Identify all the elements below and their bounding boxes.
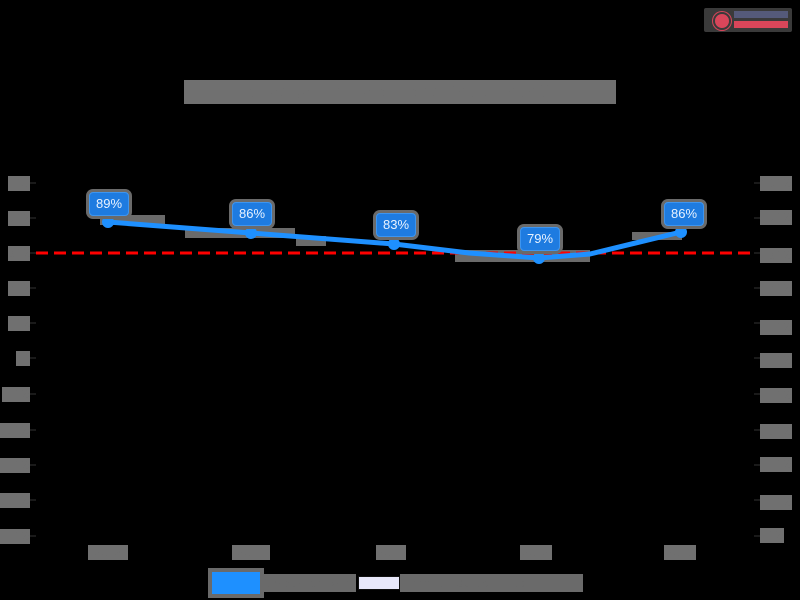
y-left-tick-label: 60% (8, 316, 30, 331)
legend-label-graduation-rate[interactable]: Graduation Rate (264, 574, 356, 592)
y-left-tick-label: 40% (2, 387, 30, 402)
y-left-tick-label: 70% (8, 281, 30, 296)
x-tick-label: 2021 (376, 545, 406, 560)
y-right-tick-label: 80% (760, 248, 792, 263)
data-label-2023: 86% (664, 202, 705, 226)
y-right-tick-label: 10% (760, 495, 792, 510)
logo-globe-icon (713, 12, 731, 30)
left-axis-ticks (30, 182, 36, 537)
y-right-tick-label: 50% (760, 353, 792, 368)
y-right-tick-label: 60% (760, 320, 792, 335)
y-right-tick-label: 70% (760, 281, 792, 296)
legend-label-target[interactable]: Target Graduation Rate (400, 574, 583, 592)
chart-title: Graduation Rate Trend (2019–2023) (184, 80, 616, 104)
data-point-2022[interactable] (533, 252, 545, 264)
y-left-tick-label: 20% (0, 458, 30, 473)
y-right-tick-label: 0% (760, 528, 784, 543)
y-left-tick-label: 80% (8, 246, 30, 261)
data-label-2021: 83% (376, 213, 417, 237)
data-label-2019: 89% (89, 192, 130, 216)
x-tick-label: 2019 (88, 545, 128, 560)
y-left-tick-label: 90% (8, 211, 30, 226)
chart-legend: Graduation Rate Target Graduation Rate (208, 568, 583, 598)
y-right-tick-label: 100% (760, 176, 792, 191)
y-left-tick-label: 0% (0, 529, 30, 544)
y-right-tick-label: 90% (760, 210, 792, 225)
data-label-2020: 86% (232, 202, 273, 226)
y-left-tick-label: 100% (8, 176, 30, 191)
data-point-2023[interactable] (675, 226, 687, 238)
x-tick-label: 2022 (520, 545, 552, 560)
brand-logo (704, 8, 792, 32)
x-tick-label: 2020 (232, 545, 270, 560)
y-right-tick-label: 40% (760, 388, 792, 403)
legend-swatch-graduation-rate[interactable] (208, 568, 264, 598)
y-right-tick-label: 30% (760, 424, 792, 439)
legend-swatch-target[interactable] (358, 576, 400, 590)
data-label-2022: 79% (520, 227, 561, 251)
logo-text-top (734, 11, 788, 18)
logo-text-bottom (734, 21, 788, 28)
y-left-tick-label: 10% (0, 493, 30, 508)
data-point-2021[interactable] (388, 238, 400, 250)
y-left-tick-label: 30% (0, 423, 30, 438)
data-point-markers (102, 216, 687, 264)
y-right-tick-label: 20% (760, 457, 792, 472)
data-point-2019[interactable] (102, 216, 114, 228)
right-axis-ticks (754, 182, 760, 537)
data-point-2020[interactable] (245, 227, 257, 239)
y-left-tick-label: 50% (16, 351, 30, 366)
x-tick-label: 2023 (664, 545, 696, 560)
